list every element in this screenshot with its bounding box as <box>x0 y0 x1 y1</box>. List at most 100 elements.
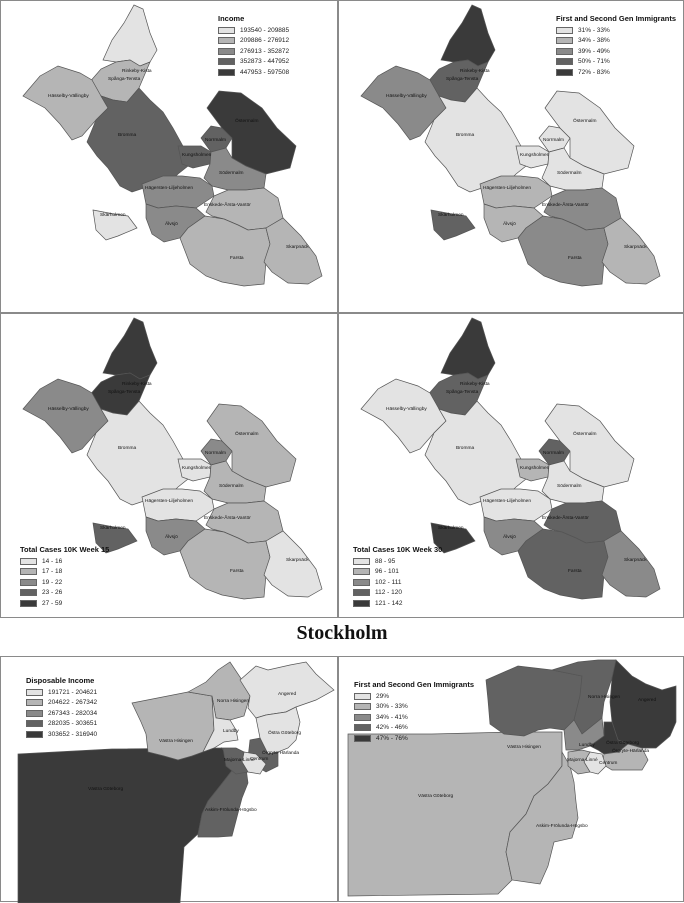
legend-disposable-income: Disposable Income 191721 - 204621 204622 -… <box>26 676 97 740</box>
district-ostermalm[interactable] <box>206 90 297 175</box>
district-farsta[interactable] <box>179 528 271 600</box>
legend-swatch <box>354 703 371 711</box>
legend-label: 193540 - 209885 <box>240 26 290 34</box>
district-label-hagersten: Hägersten-Liljeholmen <box>145 498 193 504</box>
district-label-rinkeby: Rinkeby-Kista <box>460 381 490 387</box>
district-label-askim: Askim-Frölunda-Högsbo <box>536 823 588 829</box>
district-label-orgryte: Örgryte-Härlanda <box>262 749 299 756</box>
legend-entry: 102 - 111 <box>353 577 442 588</box>
district-label-lundby: Lundby <box>579 742 595 748</box>
map-panel-immigrants-stockholm: Rinkeby-Kista Spånga-Tensta Hässelby-Välli… <box>338 0 684 313</box>
district-label-kungsholmen: Kungsholmen <box>182 465 212 471</box>
district-label-skarpnack: Skarpnäck <box>286 557 309 563</box>
district-label-ostermalm: Östermalm <box>573 117 596 124</box>
district-label-rinkeby: Rinkeby-Kista <box>122 381 152 387</box>
district-majorna[interactable] <box>222 747 249 775</box>
legend-swatch <box>20 568 37 576</box>
district-skarholmen[interactable] <box>92 209 138 241</box>
district-farsta[interactable] <box>517 528 609 600</box>
legend-label: 47% - 76% <box>376 734 408 742</box>
legend-entry: 50% - 71% <box>556 57 676 68</box>
district-rinkeby[interactable] <box>440 4 496 67</box>
legend-label: 19 - 22 <box>42 578 63 586</box>
district-label-sodermalm: Södermalm <box>219 483 244 489</box>
district-skarholmen[interactable] <box>430 209 476 241</box>
district-lundby[interactable] <box>563 717 605 751</box>
district-label-hagersten: Hägersten-Liljeholmen <box>483 185 531 191</box>
legend-swatch <box>353 568 370 576</box>
district-label-farsta: Farsta <box>230 568 244 574</box>
district-skarpnack[interactable] <box>601 530 661 598</box>
legend-title: First and Second Gen Immigrants <box>354 680 475 689</box>
district-label-norrmalm: Norrmalm <box>543 450 564 456</box>
district-label-sodermalm: Södermalm <box>557 483 582 489</box>
district-rinkeby[interactable] <box>102 4 158 67</box>
district-label-spanga: Spånga-Tensta <box>446 388 479 395</box>
district-ostermalm[interactable] <box>206 403 297 488</box>
legend-entry: 30% - 33% <box>354 702 474 713</box>
legend-swatch <box>354 724 371 732</box>
goteborg-map-disposable-income[interactable]: Västra Göteborg Askim-Frölunda-Högsbo Väst… <box>0 656 338 903</box>
legend-swatch <box>26 709 43 717</box>
legend-label: 112 - 120 <box>375 589 402 597</box>
district-label-kungsholmen: Kungsholmen <box>182 152 212 158</box>
legend-entry: 112 - 120 <box>353 588 442 599</box>
legend-entry: 34% - 38% <box>556 36 676 47</box>
district-angered[interactable] <box>609 659 677 749</box>
legend-swatch <box>218 26 235 34</box>
legend-label: 50% - 71% <box>578 58 610 66</box>
legend-swatch <box>556 68 573 76</box>
district-askim[interactable] <box>505 750 579 885</box>
district-skarpnack[interactable] <box>263 530 323 598</box>
legend-swatch <box>218 37 235 45</box>
district-label-norra-hisingen: Norra Hisingen <box>588 694 620 700</box>
district-ostra-goteborg[interactable] <box>589 721 629 755</box>
district-label-norra-hisingen: Norra Hisingen <box>217 698 249 704</box>
legend-immigrants-stockholm: First and Second Gen Immigrants 31% - 33%… <box>556 14 676 78</box>
district-farsta[interactable] <box>517 215 609 287</box>
district-skarpnack[interactable] <box>263 217 323 285</box>
legend-label: 34% - 41% <box>376 713 408 721</box>
legend-swatch <box>354 692 371 700</box>
legend-swatch <box>353 589 370 597</box>
district-skarpnack[interactable] <box>601 217 661 285</box>
district-ostermalm[interactable] <box>544 403 635 488</box>
district-label-sodermalm: Södermalm <box>219 170 244 176</box>
district-lundby[interactable] <box>202 695 239 753</box>
district-label-orgryte: Örgryte-Härlanda <box>612 747 649 754</box>
district-skarholmen[interactable] <box>92 522 138 554</box>
district-majorna[interactable] <box>567 749 591 775</box>
legend-title: First and Second Gen Immigrants <box>556 14 677 23</box>
map-panel-week15: Rinkeby-Kista Spånga-Tensta Hässelby-Välli… <box>0 313 338 618</box>
district-angered[interactable] <box>239 661 335 719</box>
legend-swatch <box>556 58 573 66</box>
goteborg-map-immigrants[interactable]: Västra Göteborg Askim-Frölunda-Högsbo Väst… <box>338 656 684 903</box>
legend-swatch <box>353 599 370 607</box>
district-orgryte[interactable] <box>601 743 649 771</box>
legend-entry: 193540 - 209885 <box>218 25 289 36</box>
legend-label: 29% <box>376 692 390 700</box>
legend-label: 204622 - 267342 <box>48 699 98 707</box>
legend-label: 31% - 33% <box>578 26 610 34</box>
legend-label: 191721 - 204621 <box>48 688 98 696</box>
district-farsta[interactable] <box>179 215 271 287</box>
legend-swatch <box>20 557 37 565</box>
district-label-ostermalm: Östermalm <box>235 430 258 437</box>
district-label-kungsholmen: Kungsholmen <box>520 152 550 158</box>
legend-label: 39% - 49% <box>578 47 610 55</box>
district-rinkeby[interactable] <box>440 317 496 380</box>
district-skarholmen[interactable] <box>430 522 476 554</box>
map-frame <box>0 0 338 313</box>
district-rinkeby[interactable] <box>102 317 158 380</box>
district-label-spanga: Spånga-Tensta <box>446 75 479 82</box>
legend-entry: 121 - 142 <box>353 598 442 609</box>
legend-entry: 23 - 26 <box>20 588 109 599</box>
district-label-hasselby: Hässelby-Vällingby <box>48 406 89 412</box>
district-ostermalm[interactable] <box>544 90 635 175</box>
district-vastra-hisingen[interactable] <box>485 665 583 737</box>
legend-label: 27 - 59 <box>42 599 63 607</box>
